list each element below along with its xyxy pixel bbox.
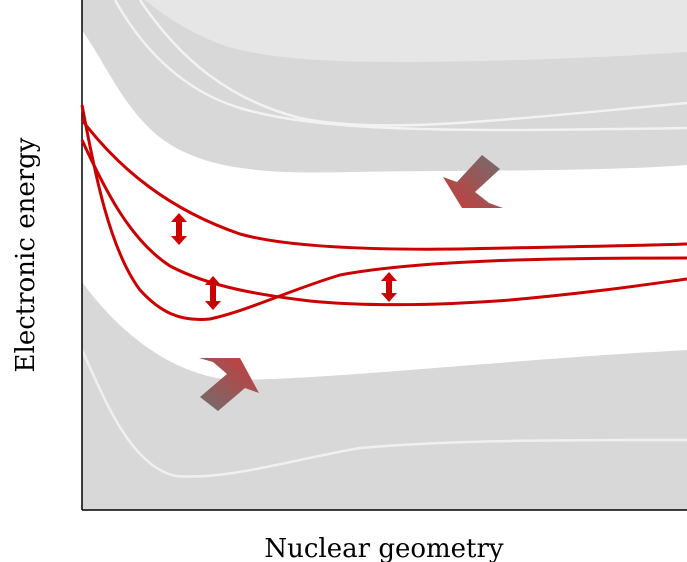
state-curve-3 [80, 139, 687, 307]
arrow-from-lower-band [199, 358, 259, 411]
y-axis-label: Electronic energy [11, 137, 41, 372]
coupling-arrow-1 [171, 213, 187, 245]
arrow-from-upper-band [443, 155, 503, 208]
upper-faint-curve-2 [138, 0, 687, 127]
lower-band [82, 282, 687, 510]
state-curve-2 [80, 119, 687, 251]
x-axis-label: Nuclear geometry [264, 534, 504, 562]
upper-faint-curve-1 [113, 0, 687, 132]
lower-faint-curve [80, 349, 687, 478]
coupling-arrow-3 [381, 272, 397, 302]
coupling-arrow-2 [205, 276, 221, 310]
state-curve-1 [80, 104, 687, 322]
upper-band-top-region [145, 0, 687, 62]
